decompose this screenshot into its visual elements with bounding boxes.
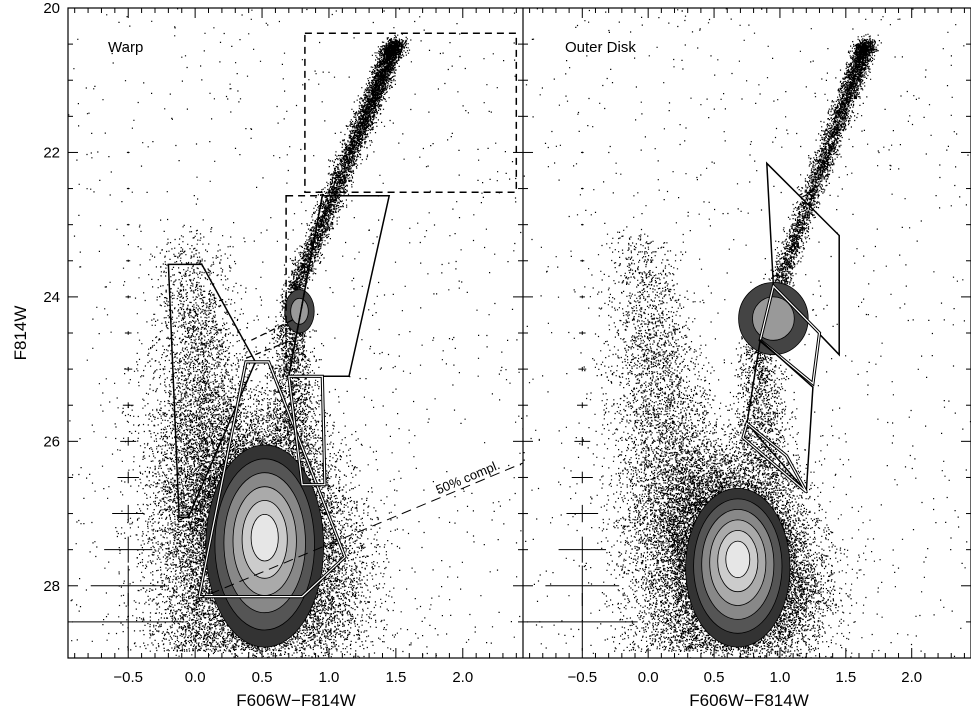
x-tick-label: 1.5 [835, 669, 856, 686]
y-tick-label: 26 [43, 433, 60, 450]
x-tick-label: 0.0 [638, 669, 659, 686]
density-contour-ms-5 [726, 541, 750, 578]
y-tick-label: 22 [43, 144, 60, 161]
warp-panel: 50% compl. Warp [68, 8, 524, 659]
x-tick-label: 0.5 [704, 669, 725, 686]
x-tick-label: 1.0 [319, 669, 340, 686]
panel-label-outer-disk: Outer Disk [565, 39, 636, 56]
axes: −0.5 0.0 0.5 1.0 1.5 2.0 20 22 24 26 28 −0.5 0.0 0.5 1… [43, 0, 971, 686]
x-axis-title-outer-disk: F606W−F814W [689, 691, 809, 710]
y-axis-title: F814W [11, 306, 30, 361]
warp-error-bars [72, 152, 184, 651]
y-tick-label: 24 [43, 289, 60, 306]
density-contour-rc-1 [753, 297, 795, 340]
x-tick-label: 0.5 [252, 669, 273, 686]
x-tick-label: 1.0 [770, 669, 791, 686]
x-tick-label: 2.0 [452, 669, 473, 686]
rgb-dash-0 [246, 340, 292, 358]
outer-disk-panel: Outer Disk [524, 8, 971, 659]
outer-disk-error-bars [527, 152, 638, 651]
x-tick-label: −0.5 [113, 669, 143, 686]
density-contour-ms-5 [251, 514, 278, 561]
x-tick-label: 2.0 [901, 669, 922, 686]
x-axis-title-warp: F606W−F814W [236, 691, 356, 710]
axis-ticks: −0.5 0.0 0.5 1.0 1.5 2.0 20 22 24 26 28 −0.5 0.0 0.5 1… [43, 0, 971, 686]
y-tick-label: 28 [43, 578, 60, 595]
y-tick-label: 20 [43, 0, 60, 17]
panel-label-warp: Warp [108, 39, 143, 56]
x-tick-label: 0.0 [185, 669, 206, 686]
x-tick-label: 1.5 [385, 669, 406, 686]
selection-box-0 [305, 33, 516, 192]
completeness-label: 50% compl. [434, 457, 502, 497]
x-tick-label: −0.5 [567, 669, 597, 686]
